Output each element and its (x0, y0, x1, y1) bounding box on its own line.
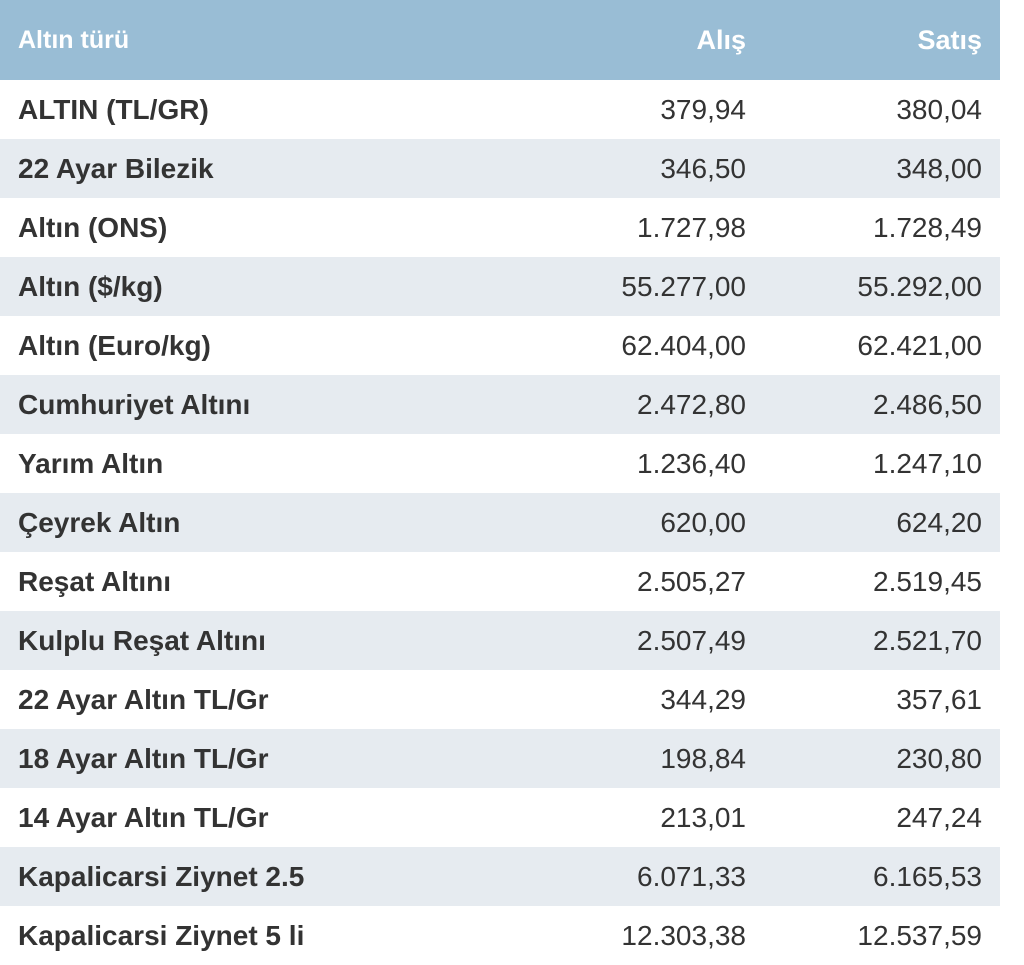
sell-price-cell: 1.728,49 (873, 211, 982, 243)
gold-type-cell: Kulplu Reşat Altını (18, 624, 266, 656)
sell-price-cell: 2.521,70 (873, 624, 982, 656)
sell-price-cell: 357,61 (896, 683, 982, 715)
gold-type-cell: Kapalicarsi Ziynet 5 li (18, 919, 305, 951)
table-row: Altın (Euro/kg) 62.404,00 62.421,00 (0, 316, 1000, 375)
sell-price-cell: 230,80 (896, 742, 982, 774)
header-gold-type: Altın türü (18, 25, 130, 54)
table-header: Altın türü Alış Satış (0, 0, 1000, 80)
sell-price-cell: 6.165,53 (873, 860, 982, 892)
gold-type-cell: ALTIN (TL/GR) (18, 93, 209, 125)
gold-type-cell: 18 Ayar Altın TL/Gr (18, 742, 269, 774)
gold-type-cell: 22 Ayar Bilezik (18, 152, 214, 184)
buy-price-cell: 379,94 (660, 93, 746, 125)
buy-price-cell: 2.505,27 (637, 565, 746, 597)
gold-type-cell: Çeyrek Altın (18, 506, 181, 538)
sell-price-cell: 1.247,10 (873, 447, 982, 479)
buy-price-cell: 6.071,33 (637, 860, 746, 892)
table-row: Çeyrek Altın 620,00 624,20 (0, 493, 1000, 552)
table-row: Reşat Altını 2.505,27 2.519,45 (0, 552, 1000, 611)
header-sell: Satış (917, 24, 982, 55)
table-row: 18 Ayar Altın TL/Gr 198,84 230,80 (0, 729, 1000, 788)
gold-type-cell: Altın ($/kg) (18, 270, 163, 302)
header-row: Altın türü Alış Satış (0, 0, 1000, 80)
buy-price-cell: 2.472,80 (637, 388, 746, 420)
table-row: 22 Ayar Bilezik 346,50 348,00 (0, 139, 1000, 198)
table-row: Cumhuriyet Altını 2.472,80 2.486,50 (0, 375, 1000, 434)
sell-price-cell: 62.421,00 (857, 329, 982, 361)
buy-price-cell: 1.727,98 (637, 211, 746, 243)
buy-price-cell: 62.404,00 (621, 329, 746, 361)
buy-price-cell: 2.507,49 (637, 624, 746, 656)
gold-type-cell: Yarım Altın (18, 447, 164, 479)
gold-type-cell: Kapalicarsi Ziynet 2.5 (18, 860, 305, 892)
sell-price-cell: 348,00 (896, 152, 982, 184)
table-row: Kapalicarsi Ziynet 5 li 12.303,38 12.537… (0, 906, 1000, 965)
buy-price-cell: 344,29 (660, 683, 746, 715)
table-row: Kulplu Reşat Altını 2.507,49 2.521,70 (0, 611, 1000, 670)
gold-price-table: Altın türü Alış Satış ALTIN (TL/GR) 379,… (0, 0, 1000, 965)
header-buy: Alış (696, 24, 746, 55)
buy-price-cell: 620,00 (660, 506, 746, 538)
sell-price-cell: 2.519,45 (873, 565, 982, 597)
table-row: Altın (ONS) 1.727,98 1.728,49 (0, 198, 1000, 257)
table-row: 22 Ayar Altın TL/Gr 344,29 357,61 (0, 670, 1000, 729)
buy-price-cell: 12.303,38 (621, 919, 746, 951)
sell-price-cell: 380,04 (896, 93, 982, 125)
sell-price-cell: 55.292,00 (857, 270, 982, 302)
gold-type-cell: 22 Ayar Altın TL/Gr (18, 683, 269, 715)
gold-type-cell: Cumhuriyet Altını (18, 388, 251, 420)
table-row: ALTIN (TL/GR) 379,94 380,04 (0, 80, 1000, 139)
table-body: ALTIN (TL/GR) 379,94 380,04 22 Ayar Bile… (0, 80, 1000, 965)
sell-price-cell: 2.486,50 (873, 388, 982, 420)
buy-price-cell: 1.236,40 (637, 447, 746, 479)
sell-price-cell: 624,20 (896, 506, 982, 538)
buy-price-cell: 346,50 (660, 152, 746, 184)
buy-price-cell: 198,84 (660, 742, 746, 774)
buy-price-cell: 213,01 (660, 801, 746, 833)
table-row: Yarım Altın 1.236,40 1.247,10 (0, 434, 1000, 493)
gold-type-cell: Altın (Euro/kg) (18, 329, 211, 361)
gold-type-cell: Reşat Altını (18, 565, 171, 597)
table-row: Altın ($/kg) 55.277,00 55.292,00 (0, 257, 1000, 316)
gold-type-cell: Altın (ONS) (18, 211, 168, 243)
gold-type-cell: 14 Ayar Altın TL/Gr (18, 801, 269, 833)
sell-price-cell: 247,24 (896, 801, 982, 833)
sell-price-cell: 12.537,59 (857, 919, 982, 951)
table-row: Kapalicarsi Ziynet 2.5 6.071,33 6.165,53 (0, 847, 1000, 906)
buy-price-cell: 55.277,00 (621, 270, 746, 302)
table-row: 14 Ayar Altın TL/Gr 213,01 247,24 (0, 788, 1000, 847)
